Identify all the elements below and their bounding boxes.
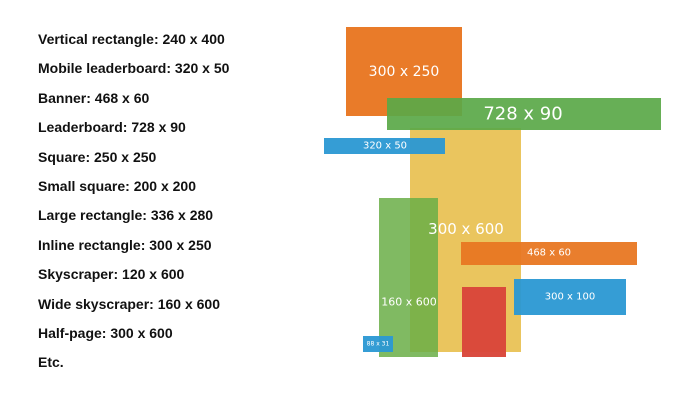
banner-label: 468 x 60 [526, 247, 572, 259]
medium-box [514, 279, 626, 315]
size-item-vertical-rectangle: Vertical rectangle: 240 x 400 [38, 31, 225, 47]
size-item-wide-skyscraper: Wide skyscraper: 160 x 600 [38, 295, 220, 312]
size-item-large-rectangle: Large rectangle: 336 x 280 [38, 207, 214, 224]
wide-skyscraper-box [379, 198, 438, 357]
size-item-mobile-leaderboard: Mobile leaderboard: 320 x 50 [38, 60, 230, 77]
small-button-box [363, 336, 393, 352]
size-item-half-page: Half-page: 300 x 600 [38, 324, 173, 341]
medium-box-label: 300 x 100 [544, 291, 596, 303]
banner-box [461, 242, 637, 265]
size-item-banner: Banner: 468 x 60 [38, 89, 150, 106]
inline-rectangle-label: 300 x 250 [368, 64, 440, 80]
wide-skyscraper-label: 160 x 600 [381, 295, 437, 309]
half-page-label: 300 x 600 [428, 220, 504, 238]
leaderboard-box [387, 98, 661, 130]
size-item-inline-rectangle: Inline rectangle: 300 x 250 [38, 236, 212, 253]
mobile-leaderboard-box [324, 138, 445, 154]
tall-red-box [462, 287, 506, 357]
size-item-square: Square: 250 x 250 [38, 148, 157, 165]
mobile-leaderboard-label: 320 x 50 [362, 140, 408, 152]
small-button-label: 88 x 31 [366, 340, 390, 348]
size-item-leaderboard: Leaderboard: 728 x 90 [38, 119, 186, 136]
leaderboard-label: 728 x 90 [483, 103, 563, 125]
size-item-etc: Etc. [38, 354, 64, 371]
size-item-skyscraper: Skyscraper: 120 x 600 [38, 266, 185, 283]
size-item-small-square: Small square: 200 x 200 [38, 177, 196, 194]
ad-size-list: Vertical rectangle: 240 x 400 Mobile lea… [38, 29, 229, 382]
